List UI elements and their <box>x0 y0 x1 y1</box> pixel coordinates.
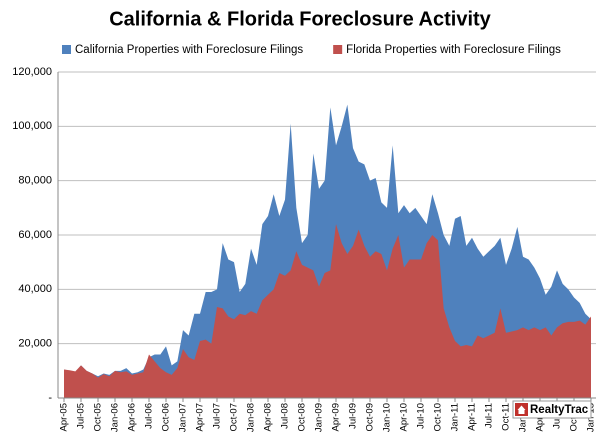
logo: RealtyTrac <box>512 400 592 419</box>
y-tick-label: 120,000 <box>12 66 52 78</box>
x-tick-label: Jul-08 <box>280 403 291 429</box>
x-tick-label: Apr-08 <box>263 403 274 432</box>
x-tick-label: Apr-07 <box>195 403 206 432</box>
x-tick-label: Oct-07 <box>229 403 240 432</box>
legend-label: Florida Properties with Foreclosure Fili… <box>346 44 561 56</box>
x-tick-label: Oct-06 <box>161 403 172 432</box>
x-tick-label: Apr-11 <box>467 403 478 431</box>
x-tick-label: Apr-10 <box>399 403 410 432</box>
x-tick-label: Oct-11 <box>501 403 512 431</box>
x-tick-label: Jul-07 <box>212 403 223 429</box>
x-tick-label: Jul-09 <box>348 403 359 429</box>
x-tick-label: Jul-11 <box>484 403 495 428</box>
x-tick-label: Oct-05 <box>93 403 104 432</box>
x-tick-label: Oct-08 <box>297 403 308 432</box>
x-tick-label: Jul-10 <box>416 403 427 429</box>
x-tick-label: Jan-10 <box>382 403 393 432</box>
legend-label: California Properties with Foreclosure F… <box>75 44 303 56</box>
chart-title: California & Florida Foreclosure Activit… <box>109 8 491 30</box>
x-tick-label: Jan-07 <box>178 403 189 432</box>
logo-box <box>512 400 592 419</box>
x-tick-label: Jul-05 <box>76 403 87 429</box>
y-tick-label: 100,000 <box>12 120 52 132</box>
area <box>64 224 591 398</box>
legend-swatch <box>333 45 343 54</box>
y-tick-label: 80,000 <box>18 175 52 187</box>
x-tick-label: Jan-06 <box>110 403 121 432</box>
x-tick-label: Apr-06 <box>127 403 138 432</box>
y-tick-label: 20,000 <box>18 338 52 350</box>
y-tick-label: 40,000 <box>18 283 52 295</box>
x-tick-label: Oct-09 <box>365 403 376 432</box>
legend-swatch <box>62 45 71 54</box>
x-tick-label: Apr-05 <box>59 403 70 432</box>
x-tick-label: Jan-09 <box>314 403 325 432</box>
x-tick-label: Jan-08 <box>246 403 257 432</box>
x-tick-label: Oct-10 <box>433 403 444 432</box>
area <box>64 104 591 398</box>
y-tick-label: 60,000 <box>18 229 52 241</box>
x-tick-label: Jan-11 <box>450 403 461 431</box>
x-tick-label: Apr-09 <box>331 403 342 432</box>
y-tick-label: - <box>48 392 52 404</box>
x-tick-label: Jul-06 <box>144 403 155 429</box>
logo-text: RealtyTrac <box>530 404 589 416</box>
logo-house <box>517 405 526 414</box>
